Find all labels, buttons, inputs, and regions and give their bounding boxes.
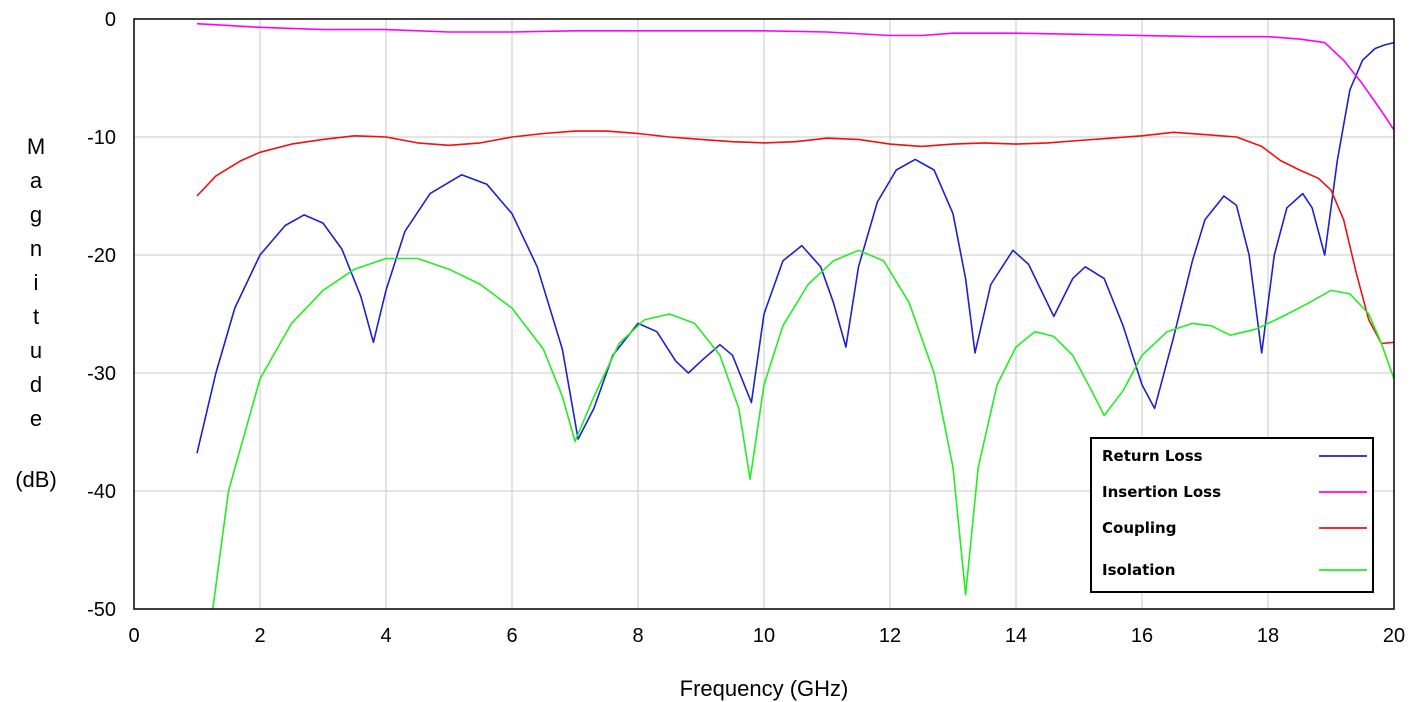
y-axis-title-letter: a	[30, 168, 43, 193]
y-axis-title-letter: n	[30, 236, 42, 261]
x-tick-label: 8	[632, 625, 643, 647]
x-tick-label: 12	[879, 625, 901, 647]
series-line-insertion-loss	[196, 22, 1395, 131]
y-tick-label: -10	[87, 127, 116, 149]
x-tick-label: 0	[128, 625, 139, 647]
legend: Return Loss Insertion Loss Coupling Isolati…	[1090, 437, 1374, 593]
y-axis-title-letter: i	[34, 270, 39, 295]
y-axis-unit: (dB)	[15, 467, 57, 492]
legend-box	[1090, 437, 1374, 593]
series-line-return-loss	[196, 41, 1395, 454]
y-axis-title-letter: M	[27, 134, 45, 159]
series-line-coupling	[196, 130, 1395, 345]
x-axis-title: Frequency (GHz)	[680, 676, 849, 701]
y-axis-title-letter: u	[30, 338, 42, 363]
legend-label: Isolation	[1102, 561, 1175, 579]
tick-labels: 0 2 4 6 8 10 12 14 16 18 20 0 -10 -20 -30 -40 -50	[87, 9, 1405, 647]
legend-label: Coupling	[1102, 519, 1176, 537]
series-layer	[196, 22, 1395, 610]
y-axis-title-letter: e	[30, 406, 42, 431]
legend-label: Return Loss	[1102, 447, 1203, 465]
x-tick-label: 16	[1131, 625, 1153, 647]
y-axis-title-letter: d	[30, 372, 42, 397]
series-line-isolation	[212, 249, 1395, 610]
y-tick-label: -30	[87, 363, 116, 385]
x-tick-label: 4	[380, 625, 391, 647]
legend-label: Insertion Loss	[1102, 483, 1221, 501]
y-tick-label: -20	[87, 245, 116, 267]
plot-frame	[133, 18, 1395, 610]
x-tick-label: 20	[1383, 625, 1405, 647]
x-tick-label: 14	[1005, 625, 1027, 647]
x-tick-label: 6	[506, 625, 517, 647]
y-tick-label: -40	[87, 481, 116, 503]
x-tick-label: 18	[1257, 625, 1279, 647]
x-tick-label: 10	[753, 625, 775, 647]
x-tick-label: 2	[254, 625, 265, 647]
y-axis-title-letter: t	[33, 304, 39, 329]
y-axis-title-letter: g	[30, 202, 42, 227]
y-tick-label: -50	[87, 599, 116, 621]
y-tick-label: 0	[105, 9, 116, 31]
